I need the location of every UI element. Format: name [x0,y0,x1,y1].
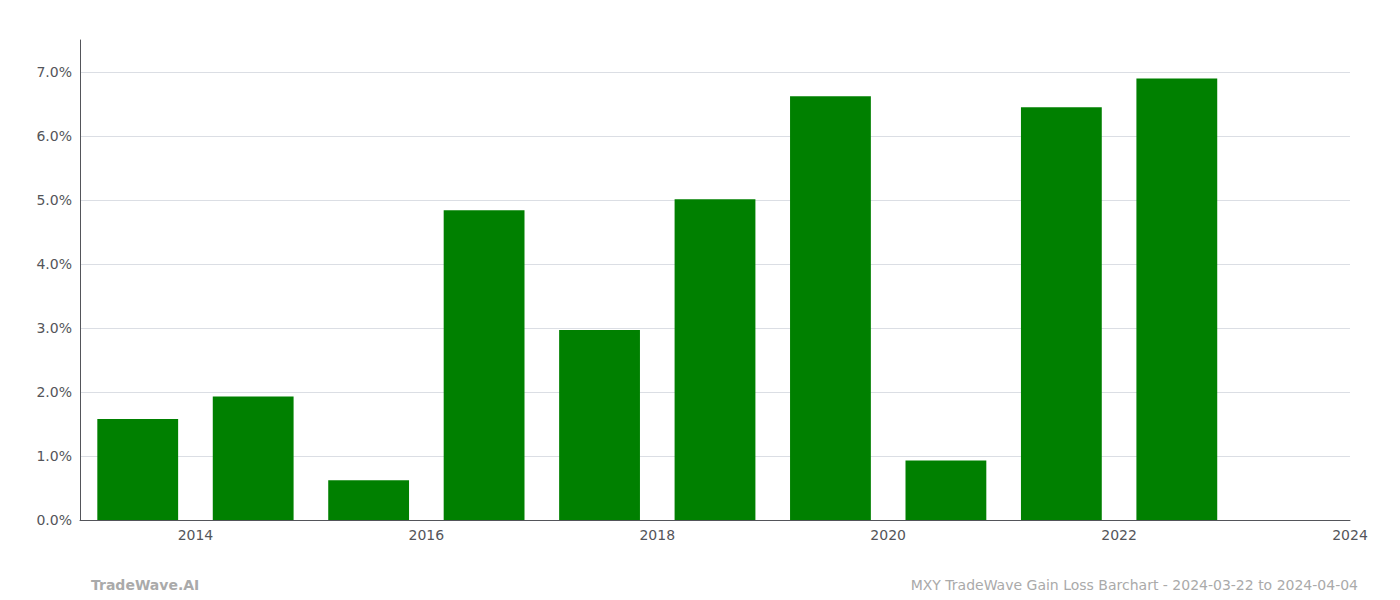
svg-text:TradeWave.AI: TradeWave.AI [91,577,199,593]
svg-text:MXY TradeWave Gain Loss Barcha: MXY TradeWave Gain Loss Barchart - 2024-… [911,577,1358,593]
svg-text:1.0%: 1.0% [36,448,72,464]
svg-text:2022: 2022 [1101,527,1137,543]
svg-text:6.0%: 6.0% [36,128,72,144]
svg-text:2024: 2024 [1332,527,1368,543]
svg-text:2016: 2016 [409,527,445,543]
svg-text:4.0%: 4.0% [36,256,72,272]
svg-text:2018: 2018 [639,527,675,543]
svg-text:2014: 2014 [178,527,214,543]
svg-text:2.0%: 2.0% [36,384,72,400]
svg-text:0.0%: 0.0% [36,512,72,528]
svg-text:7.0%: 7.0% [36,64,72,80]
svg-text:5.0%: 5.0% [36,192,72,208]
svg-text:3.0%: 3.0% [36,320,72,336]
svg-text:2020: 2020 [870,527,906,543]
